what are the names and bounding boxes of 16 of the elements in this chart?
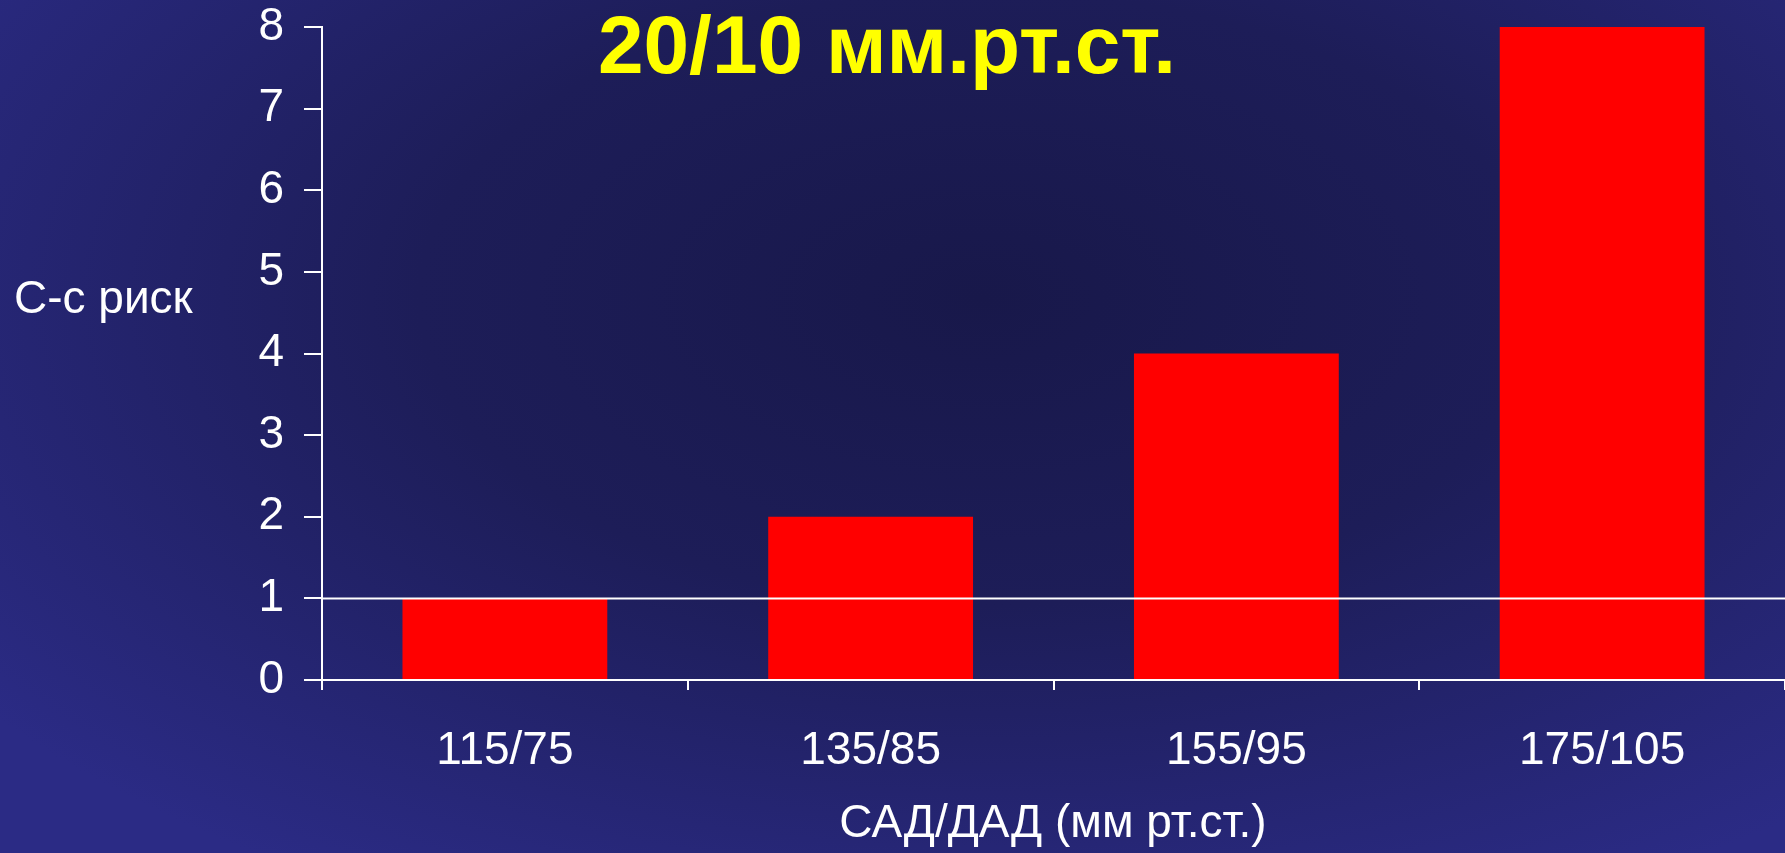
chart-title: 20/10 мм.рт.ст. (597, 0, 1177, 91)
y-tick-label: 0 (258, 650, 284, 703)
y-tick-label: 7 (258, 79, 284, 132)
y-tick-label: 5 (258, 242, 284, 295)
y-tick-label: 6 (258, 160, 284, 213)
y-tick-label: 2 (258, 487, 284, 540)
y-axis-title: С-с риск (14, 271, 193, 323)
x-tick-label: 135/85 (800, 722, 941, 775)
x-axis-title: САД/ДАД (мм рт.ст.) (839, 795, 1267, 847)
y-tick-label: 4 (258, 324, 284, 377)
x-tick-label: 175/105 (1518, 722, 1686, 775)
x-tick-label: 115/75 (436, 722, 574, 775)
y-tick-label: 3 (258, 405, 284, 458)
x-tick-label: 155/95 (1166, 722, 1307, 775)
y-tick-label: 1 (258, 569, 284, 622)
y-tick-label: 8 (258, 0, 284, 50)
